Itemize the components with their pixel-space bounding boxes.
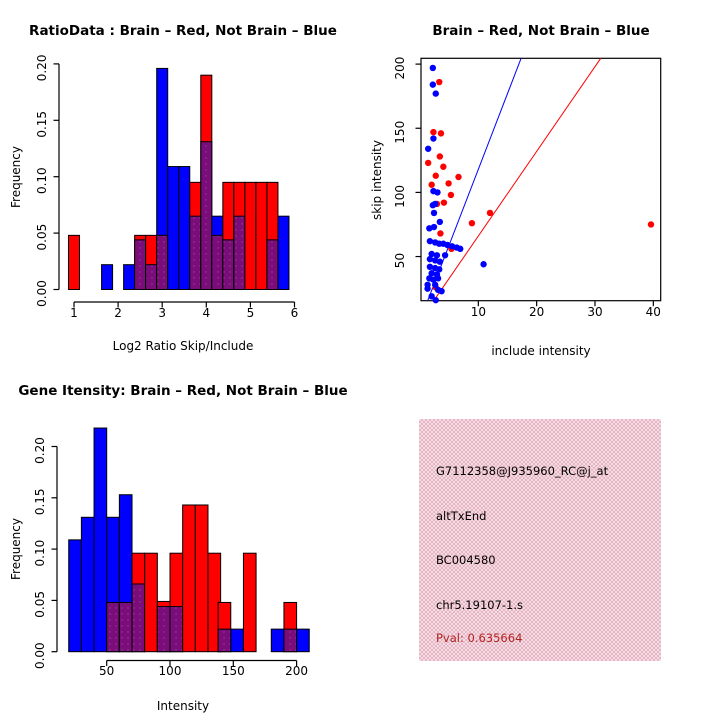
ratio-histogram: 0.00 0.05 0.10 0.15 0.20 1 2 3 4 5 6 [35, 55, 298, 320]
gene-histogram: 0.00 0.05 0.10 0.15 0.20 50 100 150 200 [33, 427, 310, 678]
scatter-plot: 10 20 30 40 50 100 150 200 [393, 57, 662, 319]
ratio-histogram-bars [67, 67, 290, 291]
svg-text:200: 200 [393, 57, 407, 80]
svg-text:20: 20 [529, 305, 544, 319]
svg-text:0.15: 0.15 [35, 111, 49, 138]
svg-text:50: 50 [99, 664, 114, 678]
scatter-title: Brain – Red, Not Brain – Blue [432, 23, 650, 39]
event-type-text: altTxEnd [436, 509, 487, 523]
scatter-ylabel: skip intensity [370, 140, 384, 220]
gene-histogram-title: Gene Itensity: Brain – Red, Not Brain – … [18, 383, 348, 399]
info-panel: G7112358@J935960_RC@j_at altTxEnd BC0045… [419, 419, 661, 661]
svg-text:2: 2 [114, 306, 122, 320]
svg-text:5: 5 [247, 306, 255, 320]
ratio-histogram-ylabel: Frequency [9, 146, 23, 208]
ratio-histogram-title: RatioData : Brain – Red, Not Brain – Blu… [29, 23, 337, 39]
ratio-histogram-xlabel: Log2 Ratio Skip/Include [112, 339, 254, 353]
svg-text:150: 150 [393, 121, 407, 144]
svg-text:150: 150 [222, 664, 245, 678]
svg-text:0.15: 0.15 [33, 488, 47, 515]
gene-histogram-ylabel: Frequency [9, 518, 23, 580]
svg-text:100: 100 [393, 185, 407, 208]
svg-text:1: 1 [70, 306, 78, 320]
svg-text:3: 3 [158, 306, 166, 320]
svg-text:40: 40 [646, 305, 661, 319]
gene-histogram-bars [68, 427, 310, 653]
svg-text:100: 100 [159, 664, 182, 678]
svg-text:200: 200 [285, 664, 308, 678]
svg-text:0.05: 0.05 [35, 224, 49, 251]
svg-text:0.00: 0.00 [35, 280, 49, 307]
svg-text:30: 30 [587, 305, 602, 319]
probe-id-text: G7112358@J935960_RC@j_at [436, 464, 609, 478]
svg-text:0.10: 0.10 [35, 167, 49, 194]
svg-text:50: 50 [393, 253, 407, 268]
scatter-plot-points-blue [424, 64, 487, 304]
svg-text:4: 4 [202, 306, 210, 320]
gene-histogram-xlabel: Intensity [156, 699, 210, 713]
svg-text:6: 6 [291, 306, 299, 320]
accession-text: BC004580 [436, 553, 496, 567]
scatter-plot-points-red [424, 78, 655, 291]
svg-text:0.10: 0.10 [33, 540, 47, 567]
svg-text:0.00: 0.00 [33, 642, 47, 669]
pval-text: Pval: 0.635664 [436, 631, 523, 645]
scatter-xlabel: include intensity [491, 344, 591, 358]
locus-text: chr5.19107-1.s [436, 598, 524, 612]
svg-text:0.20: 0.20 [33, 437, 47, 464]
svg-text:10: 10 [471, 305, 486, 319]
svg-text:0.20: 0.20 [35, 55, 49, 82]
svg-text:0.05: 0.05 [33, 591, 47, 618]
